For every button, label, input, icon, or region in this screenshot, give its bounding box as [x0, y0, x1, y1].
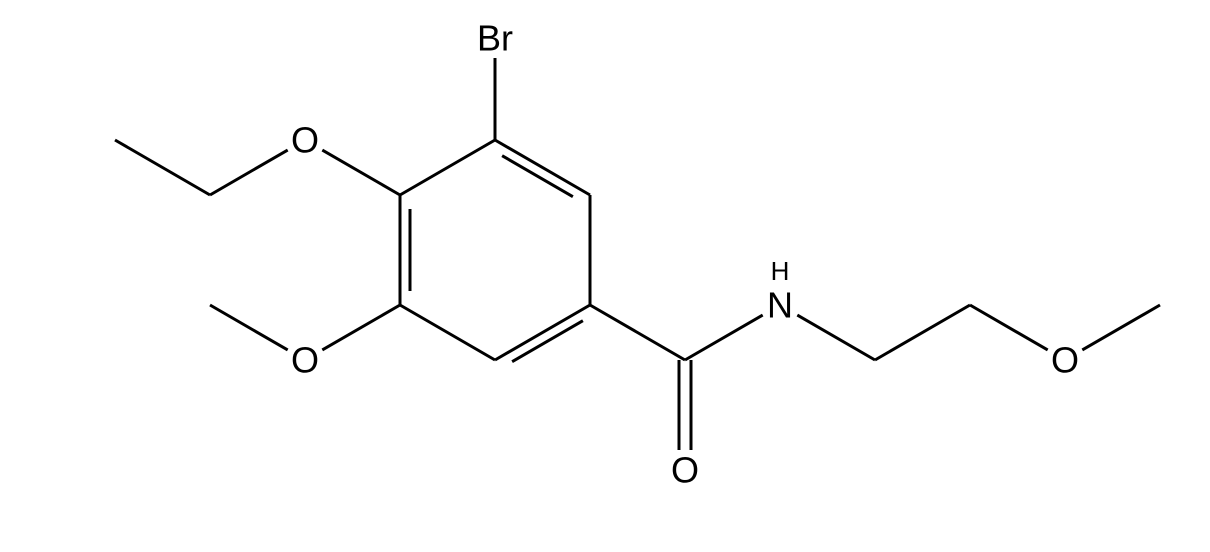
atom-o5: O	[291, 340, 319, 381]
molecule-diagram: Br O O O NH O	[0, 0, 1210, 552]
atom-n: N	[767, 285, 793, 326]
atom-n-h: H	[771, 256, 790, 286]
atom-br: Br	[477, 18, 513, 59]
atom-o6: O	[291, 120, 319, 161]
atom-o7: O	[671, 450, 699, 491]
atom-o9: O	[1051, 340, 1079, 381]
bonds	[115, 58, 1160, 450]
